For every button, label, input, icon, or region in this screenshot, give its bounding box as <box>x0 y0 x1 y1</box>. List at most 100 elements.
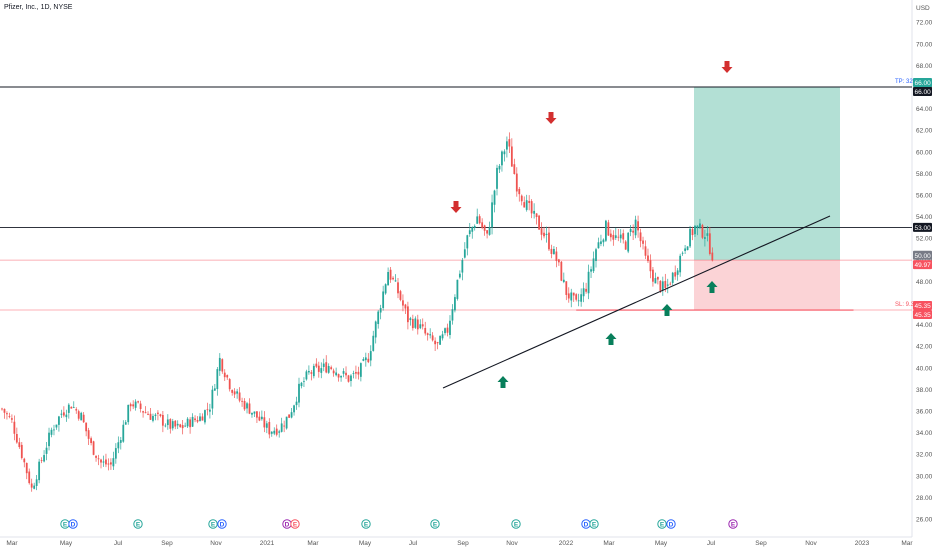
candle-body <box>102 461 105 463</box>
candle-body <box>320 368 323 373</box>
candle-body <box>191 416 194 427</box>
event-marker-icon[interactable] <box>589 519 599 529</box>
candle-body <box>327 366 330 373</box>
candle-body <box>384 284 387 294</box>
event-marker-icon[interactable] <box>361 519 371 529</box>
candle-body <box>315 363 318 367</box>
x-tick-label: Jul <box>707 540 716 547</box>
candle-body <box>23 458 26 463</box>
candle-body <box>246 403 248 409</box>
event-marker-label: E <box>731 521 736 528</box>
y-tick-label: 36.00 <box>916 409 932 416</box>
candle-body <box>424 327 427 334</box>
candle-body <box>290 412 293 418</box>
candle-body <box>545 233 548 236</box>
event-marker-label: E <box>433 521 438 528</box>
event-marker-icon[interactable] <box>290 519 300 529</box>
candle-body <box>530 201 533 214</box>
candle-body <box>3 408 6 413</box>
candle-body <box>352 373 355 375</box>
event-marker-icon[interactable] <box>657 519 667 529</box>
price-badge-text: 49.97 <box>915 262 932 269</box>
arrow-up-icon[interactable] <box>605 333 617 345</box>
candle-body <box>38 461 41 481</box>
candle-body <box>152 415 154 421</box>
price-badge <box>913 310 932 320</box>
arrow-down-icon[interactable] <box>721 61 733 73</box>
event-marker-icon[interactable] <box>208 519 218 529</box>
candle-body <box>560 261 563 281</box>
candle-body <box>100 459 102 463</box>
candle-body <box>409 318 412 321</box>
candle-body <box>575 294 578 300</box>
candle-body <box>634 219 637 236</box>
candle-body <box>414 318 417 328</box>
candle-body <box>407 306 409 323</box>
event-marker-icon[interactable] <box>666 519 676 529</box>
candle-body <box>550 248 553 254</box>
candle-body <box>538 215 540 230</box>
candle-body <box>80 412 83 421</box>
candle-body <box>421 324 424 327</box>
candle-body <box>298 383 300 403</box>
candle-body <box>632 230 635 233</box>
candle-body <box>463 249 466 258</box>
event-marker-icon[interactable] <box>430 519 440 529</box>
candle-body <box>142 411 144 413</box>
arrow-up-icon[interactable] <box>706 281 718 293</box>
y-tick-label: 48.00 <box>916 279 932 286</box>
event-marker-icon[interactable] <box>133 519 143 529</box>
candle-body <box>201 416 204 421</box>
candle-body <box>174 420 177 427</box>
candle-body <box>389 269 392 280</box>
candle-body <box>107 463 110 465</box>
x-tick-label: May <box>359 540 372 547</box>
event-marker-icon[interactable] <box>511 519 521 529</box>
y-tick-label: 40.00 <box>916 365 932 372</box>
candle-body <box>157 412 159 414</box>
candle-body <box>97 458 100 460</box>
candle-body <box>404 304 407 309</box>
candle-body <box>612 234 615 240</box>
candle-body <box>689 228 691 247</box>
candle-body <box>572 292 575 296</box>
arrow-up-icon[interactable] <box>661 304 673 316</box>
candle-body <box>322 363 325 367</box>
candle-body <box>488 227 491 235</box>
candle-body <box>45 447 48 454</box>
candle-body <box>171 421 174 429</box>
price-badge-text: 50.00 <box>915 253 932 260</box>
candle-body <box>194 418 196 421</box>
trendline[interactable] <box>442 215 831 389</box>
candle-body <box>458 273 461 278</box>
event-marker-icon[interactable] <box>728 519 738 529</box>
candle-body <box>70 406 73 409</box>
y-tick-label: 38.00 <box>916 387 932 394</box>
candle-body <box>355 372 357 374</box>
event-marker-icon[interactable] <box>68 519 78 529</box>
candle-body <box>55 424 58 428</box>
candle-body <box>456 279 459 299</box>
candle-body <box>570 292 573 301</box>
candle-body <box>609 233 612 238</box>
event-marker-icon[interactable] <box>217 519 227 529</box>
x-tick-label: Sep <box>755 540 767 547</box>
candle-body <box>11 418 13 420</box>
arrow-down-icon[interactable] <box>545 112 557 124</box>
candle-body <box>486 230 488 234</box>
candle-body <box>686 246 689 251</box>
candle-body <box>515 173 518 192</box>
candle-body <box>127 404 130 423</box>
candle-body <box>679 255 682 273</box>
candle-body <box>260 416 263 420</box>
candle-body <box>18 442 21 448</box>
candle-body <box>622 233 625 240</box>
candle-body <box>466 235 469 249</box>
candle-body <box>444 328 446 334</box>
arrow-down-icon[interactable] <box>450 201 462 213</box>
candle-body <box>431 335 434 341</box>
arrow-up-icon[interactable] <box>497 376 509 388</box>
y-tick-label: 26.00 <box>916 517 932 524</box>
candle-body <box>441 334 444 339</box>
